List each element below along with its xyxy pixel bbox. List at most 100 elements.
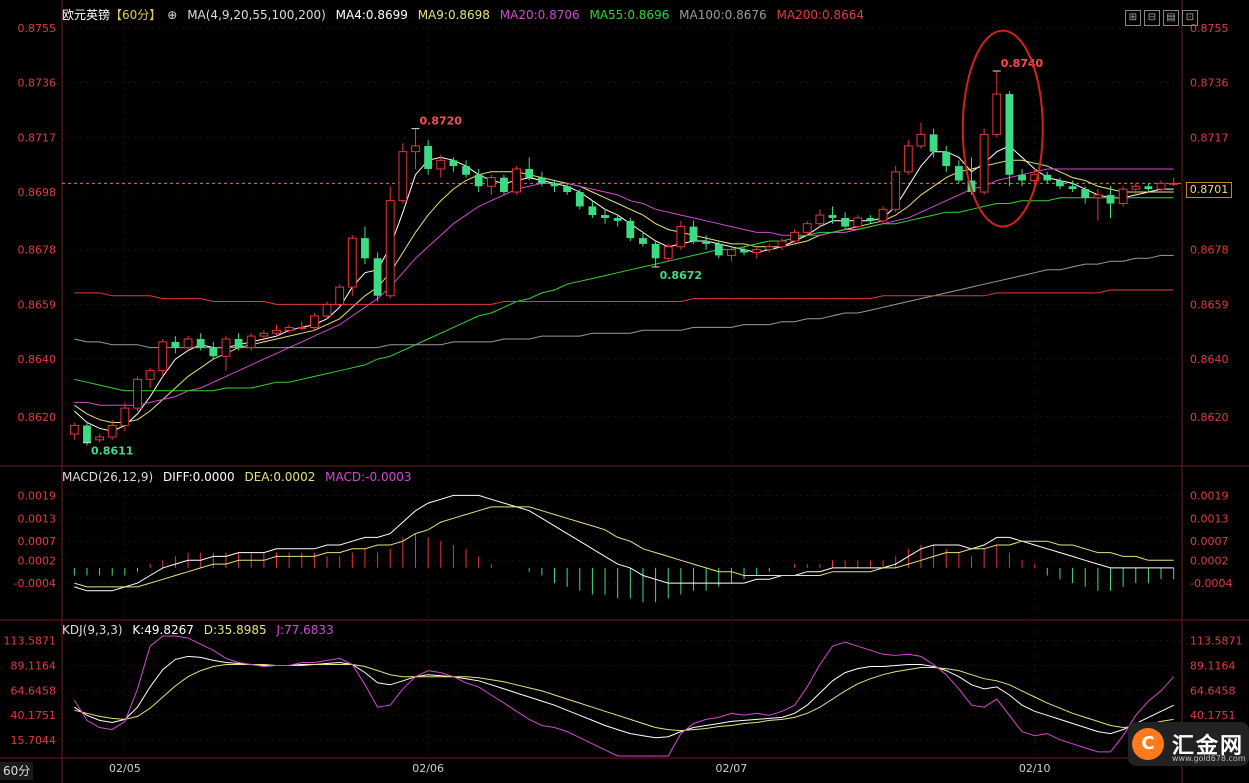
candle-body — [347, 237, 357, 288]
candle-body — [1144, 186, 1153, 190]
kdj-y-tick-left: 89.1164 — [11, 659, 57, 672]
candle-body — [107, 424, 117, 438]
y-tick-left: 0.8717 — [18, 131, 57, 144]
candle-body — [802, 223, 812, 233]
macd-dea-line — [74, 506, 1174, 588]
candle-body — [209, 347, 218, 357]
logo-name: 汇金网 — [1172, 734, 1245, 759]
candle-body — [1005, 94, 1014, 175]
kdj-y-tick-left: 64.6458 — [11, 684, 57, 697]
candle-body — [449, 160, 458, 167]
candle-body — [500, 177, 508, 193]
macd-y-tick-right: -0.0004 — [1190, 577, 1232, 590]
layout-icon[interactable]: ▤ — [1163, 10, 1179, 26]
candle-body — [815, 214, 825, 225]
candle-body — [537, 177, 546, 184]
y-tick-right: 0.8678 — [1190, 244, 1229, 257]
gold678-logo: C 汇金网 www.gold678.com — [1128, 722, 1249, 766]
candle-body — [967, 180, 976, 193]
highlight-ellipse — [961, 29, 1044, 228]
candle-body — [726, 249, 736, 256]
expand-icon[interactable]: ⊡ — [1182, 10, 1198, 26]
candle-body — [651, 243, 660, 259]
candle-body — [436, 159, 446, 170]
y-tick-right: 0.8640 — [1190, 353, 1229, 366]
x-tick-label: 02/10 — [1019, 762, 1051, 775]
y-tick-right: 0.8736 — [1190, 77, 1229, 90]
candle-body — [335, 286, 345, 305]
current-price-tag: 0.8701 — [1186, 182, 1232, 198]
kdj-y-tick-right: 113.5871 — [1190, 635, 1243, 648]
candle-body — [398, 151, 408, 202]
candle-body — [1030, 174, 1040, 181]
y-tick-right: 0.8755 — [1190, 22, 1229, 35]
candle-body — [550, 183, 559, 187]
candle-body — [563, 186, 572, 193]
candle-body — [828, 215, 837, 218]
candle-body — [891, 171, 901, 210]
y-tick-right: 0.8717 — [1190, 131, 1229, 144]
candle-body — [689, 226, 698, 241]
candle-body — [1068, 186, 1077, 190]
candle-body — [525, 168, 534, 178]
x-tick-label: 02/05 — [109, 762, 141, 775]
candle-body — [486, 177, 496, 187]
period-tag[interactable]: 【60分】 — [110, 8, 162, 22]
candle-body — [95, 436, 105, 441]
y-tick-right: 0.8659 — [1190, 298, 1229, 311]
candle-body — [929, 134, 938, 152]
candle-body — [1106, 194, 1115, 204]
y-tick-left: 0.8678 — [18, 244, 57, 257]
kdj-y-tick-right: 40.1751 — [1190, 709, 1236, 722]
candle-body — [171, 341, 180, 348]
macd-y-tick-right: 0.0007 — [1190, 535, 1229, 548]
candle-body — [777, 240, 787, 248]
split-icon[interactable]: ⊟ — [1144, 10, 1160, 26]
macd-diff: DIFF:0.0000 — [162, 470, 235, 484]
candle-body — [903, 145, 913, 173]
candle-body — [702, 241, 711, 244]
macd-y-tick-right: 0.0019 — [1190, 489, 1229, 502]
macd-y-tick-left: 0.0002 — [18, 554, 57, 567]
ma9-line — [74, 159, 1174, 423]
candle-body — [841, 217, 850, 227]
candle-body — [1081, 189, 1090, 198]
macd-header: MACD(26,12,9) DIFF:0.0000 DEA:0.0002 MAC… — [62, 470, 418, 484]
candle-body — [1093, 194, 1103, 199]
toggle-icon[interactable]: ⊕ — [167, 8, 178, 22]
candle-body — [954, 166, 963, 181]
symbol-name[interactable]: 欧元英镑 — [62, 8, 111, 22]
candle-body — [297, 326, 307, 329]
macd-params: MACD(26,12,9) — [62, 470, 154, 484]
grid-icon[interactable]: ⊞ — [1125, 10, 1141, 26]
ma20-line — [74, 168, 1174, 406]
macd-y-tick-left: 0.0007 — [18, 535, 57, 548]
ma4-line — [73, 145, 1174, 432]
candle-body — [145, 370, 155, 380]
x-tick-label: 02/07 — [716, 762, 748, 775]
candle-body — [1043, 174, 1052, 181]
candle-body — [424, 145, 433, 169]
y-tick-left: 0.8736 — [18, 77, 57, 90]
candle-body — [752, 249, 762, 254]
kdj-y-tick-left: 15.7044 — [11, 734, 57, 747]
macd-y-tick-left: 0.0019 — [18, 489, 57, 502]
kdj-header: KDJ(9,3,3) K:49.8267 D:35.8985 J:77.6833 — [62, 623, 340, 637]
y-tick-left: 0.8698 — [18, 186, 57, 199]
kdj-j-line — [73, 635, 1175, 757]
macd-y-tick-right: 0.0013 — [1190, 512, 1229, 525]
ma100-line — [74, 254, 1174, 349]
kdj-d-line — [74, 664, 1174, 732]
ma-params: MA(4,9,20,55,100,200) — [187, 8, 326, 22]
candle-body — [740, 249, 748, 253]
high-label: 0.8740 — [1001, 57, 1044, 70]
candle-body — [259, 332, 269, 337]
x-tick-label: 02/06 — [412, 762, 444, 775]
candle-body — [1169, 182, 1179, 185]
kdj-y-tick-left: 40.1751 — [11, 709, 57, 722]
period-selector[interactable]: 60分 — [0, 762, 34, 780]
window-controls: ⊞ ⊟ ▤ ⊡ — [1122, 5, 1198, 26]
kdj-k: K:49.8267 — [132, 623, 194, 637]
ma55-line — [74, 197, 1174, 392]
